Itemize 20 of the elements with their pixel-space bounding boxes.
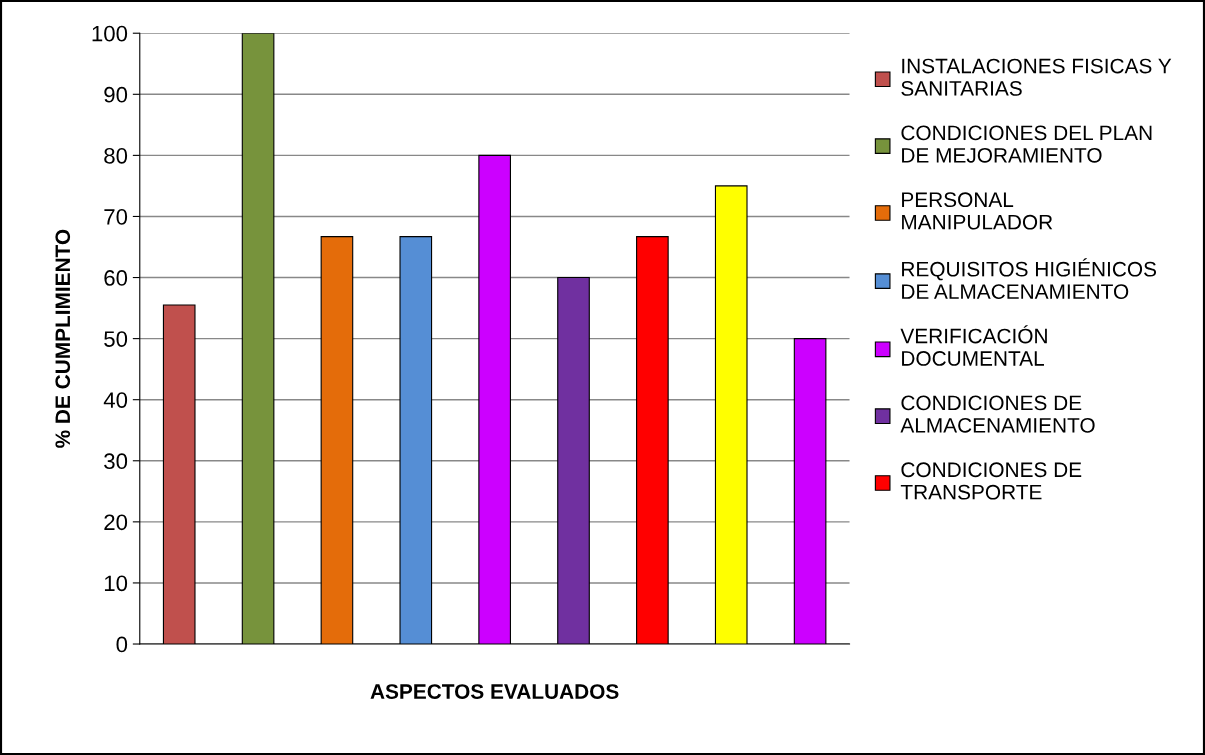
y-tick-label: 20 — [104, 514, 128, 531]
legend-label: CONDICIONES DE ALMACENAMIENTO — [900, 395, 1095, 433]
legend-label: CONDICIONES DE TRANSPORTE — [900, 462, 1082, 500]
y-tick-label: 70 — [104, 208, 128, 225]
legend-label: PERSONAL MANIPULADOR — [902, 192, 1053, 230]
y-tick-label: 50 — [104, 331, 128, 347]
legend-label: REQUISITOS HIGIÉNICOS DE ALMACENAMIENTO — [902, 258, 1157, 299]
x-axis-title: ASPECTOS EVALUADOS — [370, 684, 619, 699]
y-tick-label: 10 — [104, 575, 128, 592]
y-tick-label: 30 — [104, 453, 128, 470]
y-tick-label: 0 — [116, 636, 128, 653]
y-tick-label: 60 — [104, 270, 128, 286]
y-tick-label: 80 — [104, 147, 128, 164]
legend-label: CONDICIONES DEL PLAN DE MEJORAMIENTO — [901, 125, 1152, 163]
legend-label: VERIFICACIÓN DOCUMENTAL — [900, 325, 1047, 366]
y-tick-label: 100 — [92, 25, 128, 42]
legend-label: INSTALACIONES FISICAS Y SANITARIAS — [901, 58, 1172, 96]
y-tick-label: 90 — [104, 86, 128, 103]
y-axis-title: % DE CUMPLIMIENTO — [55, 229, 71, 448]
y-tick-label: 40 — [103, 392, 128, 408]
